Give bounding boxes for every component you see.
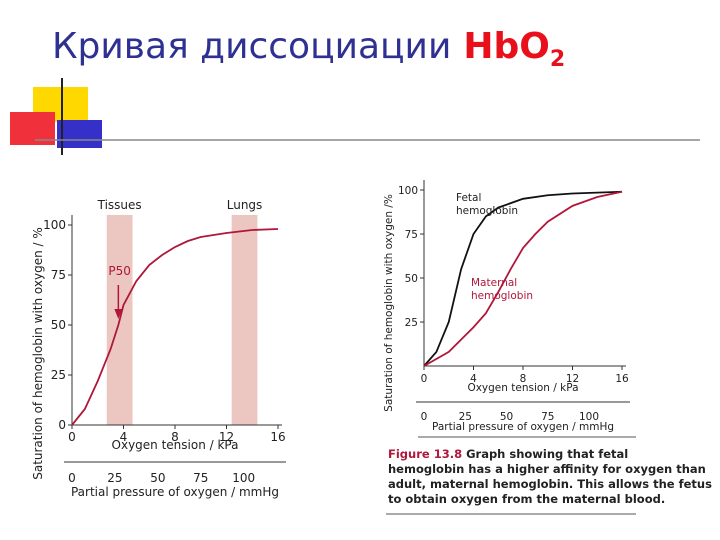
x-tick-label: 0 <box>421 373 428 385</box>
caption: Figure 13.8 Graph showing that fetal hemog… <box>388 447 712 506</box>
curve <box>71 228 279 426</box>
caption-line: hemoglobin has a higher affinity for oxy… <box>388 462 706 476</box>
x2-axis-title: Partial pressure of oxygen / mmHg <box>432 421 614 433</box>
x2-tick-label: 0 <box>68 471 76 485</box>
y-tick-label: 100 <box>398 185 418 197</box>
x-tick-label: 0 <box>68 430 76 444</box>
series-label: Fetal hemoglobin <box>456 192 518 217</box>
x2-tick-label: 25 <box>107 471 122 485</box>
series-label-line: Maternal <box>471 277 517 289</box>
curve <box>423 190 623 367</box>
y-tick-label: 100 <box>43 218 66 232</box>
title-text: Кривая диссоциации <box>52 26 451 67</box>
series-label: Maternal hemoglobin <box>471 277 533 302</box>
caption-line: adult, maternal hemoglobin. This allows … <box>388 477 712 491</box>
band-label: Tissues <box>97 198 142 212</box>
title-subscript: 2 <box>550 47 565 72</box>
y-axis-title: Saturation of hemoglobin with oxygen /% <box>383 194 395 412</box>
band-label: Lungs <box>227 198 263 212</box>
y-tick-label: 25 <box>405 317 418 329</box>
x-tick-label: 8 <box>171 430 179 444</box>
x2-tick-label: 75 <box>541 411 554 423</box>
x-tick-label: 16 <box>270 430 285 444</box>
x-tick-label: 4 <box>470 373 477 385</box>
x-tick-label: 16 <box>615 373 629 385</box>
y-tick-label: 50 <box>51 318 66 332</box>
x-axis-title: Oxygen tension / kPa <box>467 382 578 394</box>
y-tick-label: 0 <box>58 418 66 432</box>
series-label-line: Fetal <box>456 192 481 204</box>
y-tick-label: 75 <box>51 268 66 282</box>
curve <box>423 190 623 367</box>
caption-label: Figure 13.8 <box>388 447 462 461</box>
x-tick-label: 12 <box>219 430 234 444</box>
x-tick-label: 4 <box>120 430 128 444</box>
x2-tick-label: 75 <box>193 471 208 485</box>
slide-title: Кривая диссоциации HbO2 <box>52 26 565 72</box>
x-tick-label: 8 <box>520 373 527 385</box>
x2-tick-label: 100 <box>232 471 255 485</box>
x2-tick-label: 0 <box>421 411 428 423</box>
title-formula: HbO <box>463 26 550 67</box>
y-tick-label: 25 <box>51 368 66 382</box>
y-axis-title: Saturation of hemoglobin with oxygen / % <box>31 227 45 480</box>
series-label-line: hemoglobin <box>471 290 533 302</box>
x-tick-label: 12 <box>566 373 579 385</box>
caption-line: to obtain oxygen from the maternal blood… <box>388 492 665 506</box>
band <box>231 215 258 425</box>
x2-tick-label: 50 <box>500 411 513 423</box>
x2-axis-title: Partial pressure of oxygen / mmHg <box>71 485 279 499</box>
x2-tick-label: 100 <box>579 411 599 423</box>
y-tick-label: 75 <box>405 229 418 241</box>
annotation-arrowhead <box>114 309 123 319</box>
y-tick-label: 50 <box>405 273 418 285</box>
x-axis-title: Oxygen tension / kPa <box>112 438 239 452</box>
caption-line: Graph showing that fetal <box>466 447 628 461</box>
series-label-line: hemoglobin <box>456 205 518 217</box>
deco-blue <box>57 120 102 148</box>
annotation: P50 <box>108 264 131 278</box>
x2-tick-label: 50 <box>150 471 165 485</box>
x2-tick-label: 25 <box>459 411 472 423</box>
